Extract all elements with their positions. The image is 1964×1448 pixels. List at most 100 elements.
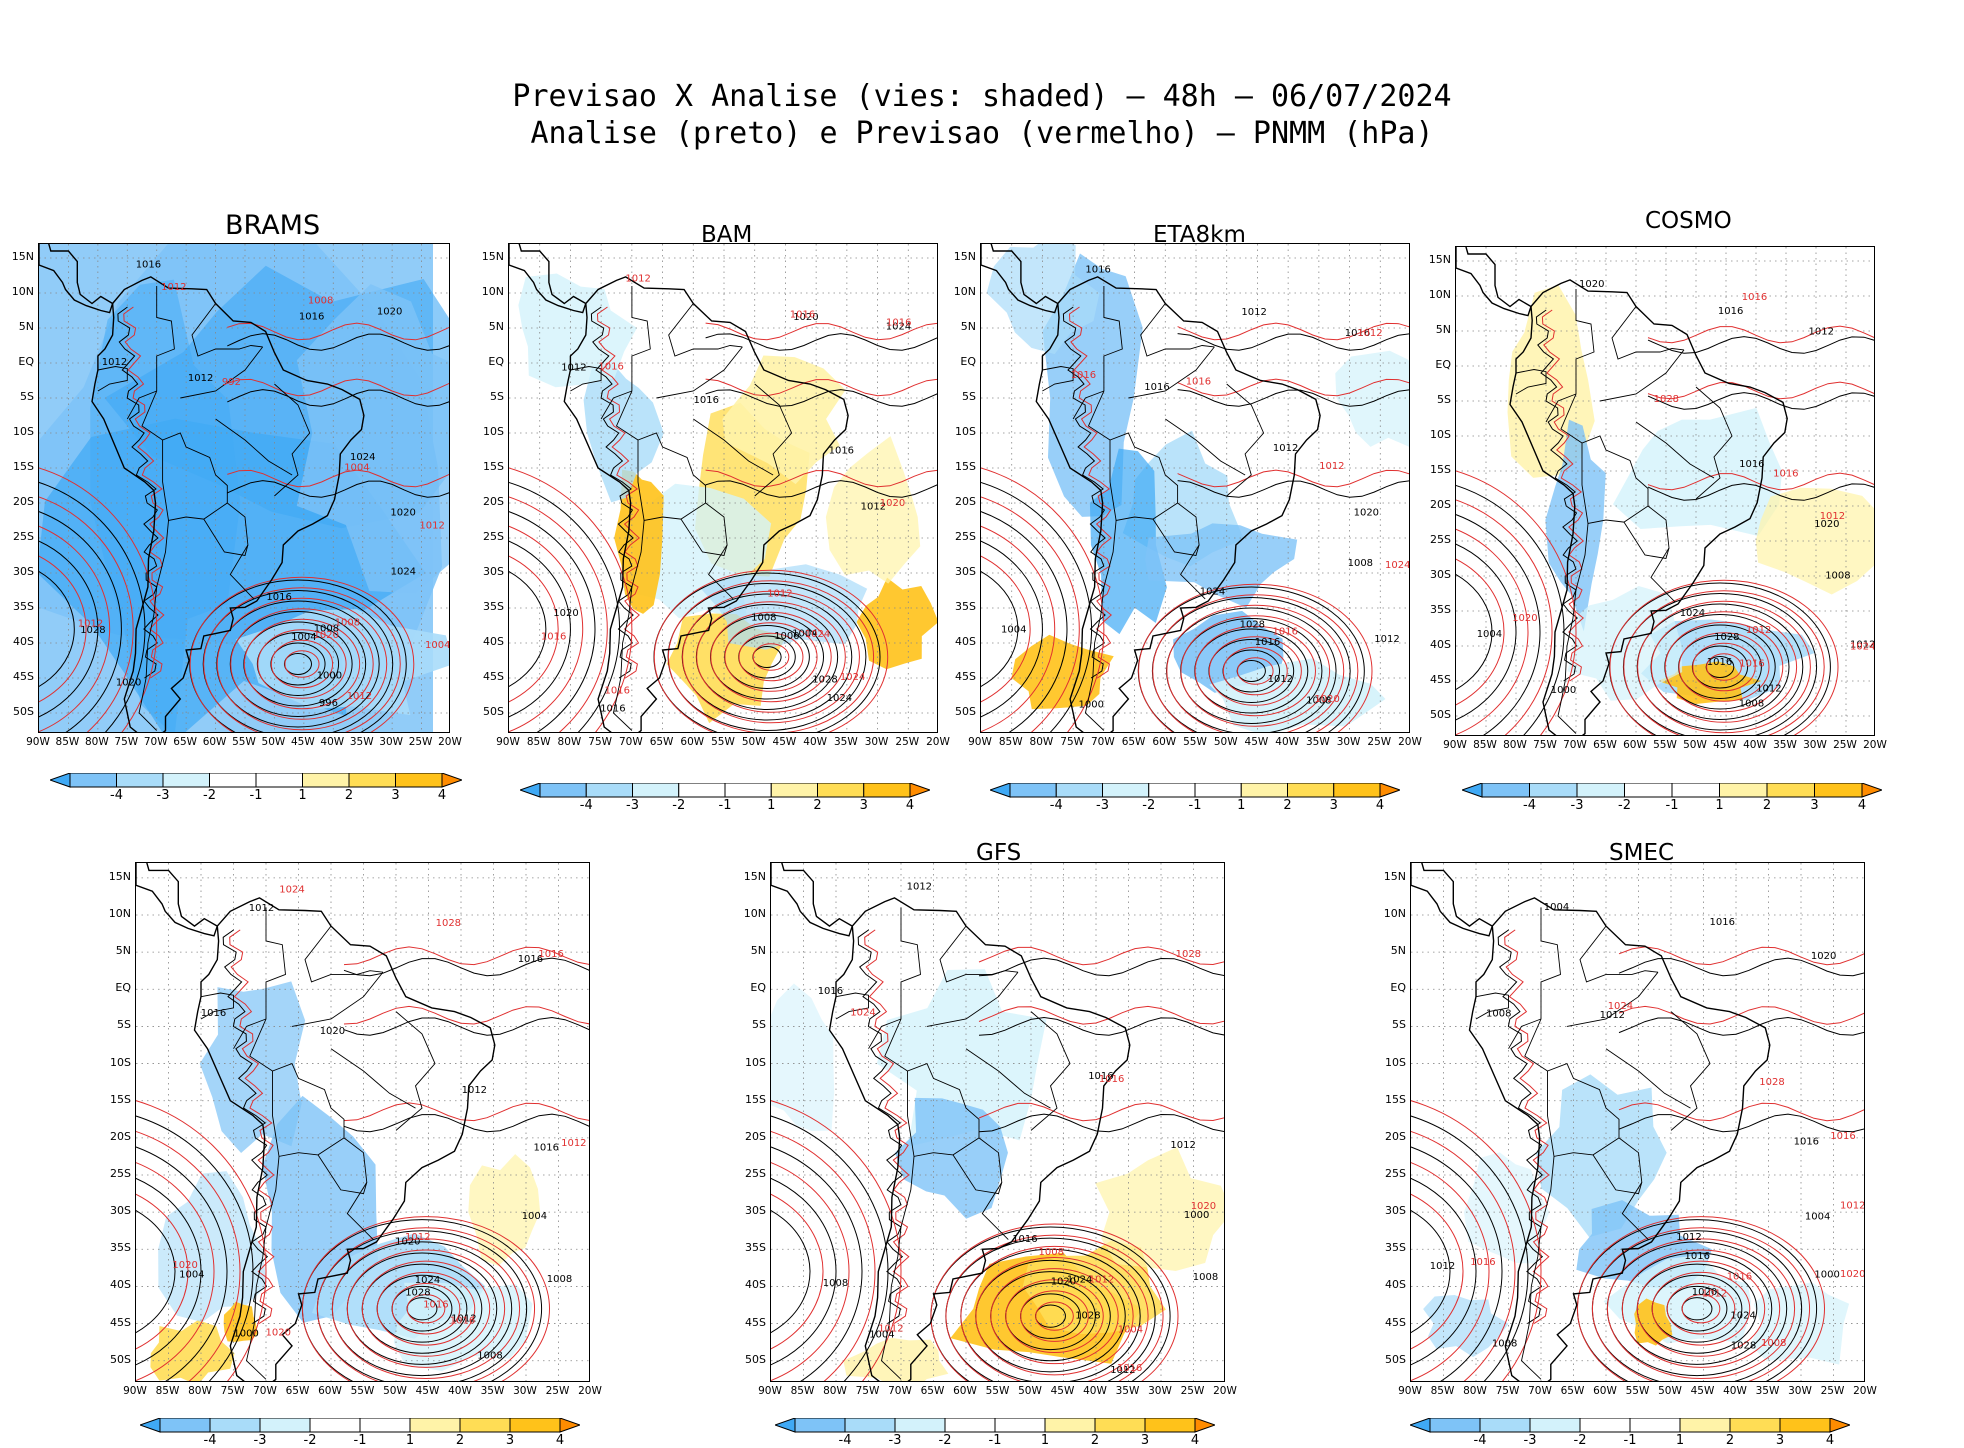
colorbar-tick-label: -1 bbox=[1624, 1433, 1637, 1448]
forecast-contour-label: 1028 bbox=[1176, 949, 1201, 960]
forecast-contour-label: 1020 bbox=[1191, 1201, 1216, 1212]
lat-tick-label: 5S bbox=[474, 390, 504, 403]
lat-tick-label: EQ bbox=[736, 981, 766, 994]
colorbar-tick-label: 2 bbox=[1283, 798, 1291, 813]
lon-tick-label: 50W bbox=[1683, 739, 1707, 751]
lon-tick-label: 75W bbox=[588, 736, 612, 748]
analysis-contour-label: 1012 bbox=[1374, 634, 1399, 645]
colorbar-cell bbox=[1830, 1418, 1850, 1432]
forecast-contour-label: 1012 bbox=[1702, 1289, 1727, 1300]
country-border bbox=[305, 926, 383, 982]
colorbar-tick-label: -4 bbox=[580, 798, 593, 813]
analysis-contour-label: 1024 bbox=[1680, 608, 1705, 619]
colorbar-cell bbox=[396, 773, 443, 787]
lat-tick-label: 45S bbox=[946, 670, 976, 683]
colorbar-cell bbox=[1334, 783, 1380, 797]
forecast-contour-label: 1016 bbox=[1186, 377, 1211, 388]
lon-tick-label: 45W bbox=[1713, 739, 1737, 751]
colorbar bbox=[1462, 783, 1882, 799]
forecast-contour-label: 992 bbox=[222, 377, 241, 388]
analysis-contour-label: 1012 bbox=[102, 357, 127, 368]
lon-tick-label: 45W bbox=[1245, 736, 1269, 748]
lat-tick-label: 30S bbox=[4, 565, 34, 578]
map-canvas: 1016101210161020102410281016101210081004… bbox=[1456, 247, 1875, 736]
lat-tick-label: 15S bbox=[4, 460, 34, 473]
lon-tick-label: 20W bbox=[1853, 1385, 1877, 1397]
colorbar-cell bbox=[1056, 783, 1102, 797]
bias-shading bbox=[843, 1338, 948, 1382]
colorbar-cell bbox=[260, 1418, 310, 1432]
forecast-contour-label: 1012 bbox=[878, 1324, 903, 1335]
forecast-contour-label: 1024 bbox=[279, 885, 304, 896]
colorbar-tick-label: 3 bbox=[506, 1433, 514, 1448]
analysis-contour-label: 1000 bbox=[1079, 700, 1104, 711]
lat-tick-label: 25S bbox=[101, 1167, 131, 1180]
analysis-contour-label: 1016 bbox=[299, 312, 324, 323]
lon-tick-label: 50W bbox=[742, 736, 766, 748]
lon-tick-label: 35W bbox=[834, 736, 858, 748]
colorbar bbox=[990, 783, 1400, 799]
forecast-contour-label: 1012 bbox=[1357, 328, 1382, 339]
lat-tick-label: 40S bbox=[1376, 1278, 1406, 1291]
colorbar-tick-label: -2 bbox=[1618, 798, 1631, 813]
forecast-contour-label: 1016 bbox=[1099, 1074, 1124, 1085]
analysis-contour-label: 1020 bbox=[1579, 279, 1604, 290]
lat-tick-label: 50S bbox=[474, 705, 504, 718]
colorbar-cell bbox=[1530, 1418, 1580, 1432]
lon-tick-label: 80W bbox=[1030, 736, 1054, 748]
analysis-contour-label: 1020 bbox=[320, 1026, 345, 1037]
forecast-contour-label: 1008 bbox=[1761, 1338, 1786, 1349]
lon-tick-label: 50W bbox=[1658, 1385, 1682, 1397]
forecast-contour-label: 1020 bbox=[1512, 613, 1537, 624]
lat-tick-label: 50S bbox=[101, 1353, 131, 1366]
lon-tick-label: 85W bbox=[1431, 1385, 1455, 1397]
lat-tick-label: 15S bbox=[1421, 463, 1451, 476]
analysis-contour-label: 1016 bbox=[1012, 1234, 1037, 1245]
lat-tick-label: 5S bbox=[101, 1018, 131, 1031]
colorbar-cell bbox=[1145, 1418, 1195, 1432]
lat-tick-label: 20S bbox=[101, 1130, 131, 1143]
forecast-contour-label: 1016 bbox=[1773, 469, 1798, 480]
forecast-contour-label: 1020 bbox=[172, 1260, 197, 1271]
forecast-contour-label: 1008 bbox=[335, 618, 360, 629]
lon-tick-label: 40W bbox=[1723, 1385, 1747, 1397]
forecast-isobar bbox=[509, 545, 558, 713]
analysis-contour-label: 1016 bbox=[1794, 1136, 1819, 1147]
analysis-contour-label: 1008 bbox=[1825, 570, 1850, 581]
figure-title: Previsao X Analise (vies: shaded) – 48h … bbox=[0, 78, 1964, 152]
analysis-contour-label: 1012 bbox=[1273, 443, 1298, 454]
colorbar-tick-label: 3 bbox=[1810, 798, 1818, 813]
analysis-contour-label: 1012 bbox=[561, 363, 586, 374]
colorbar-tick-label: 4 bbox=[438, 788, 446, 803]
analysis-contour-label: 1016 bbox=[1685, 1251, 1710, 1262]
forecast-contour-label: 1012 bbox=[419, 521, 444, 532]
forecast-contour-label: 1020 bbox=[314, 630, 339, 641]
forecast-contour-label: 1012 bbox=[78, 619, 103, 630]
colorbar-cell bbox=[163, 773, 210, 787]
coastline bbox=[1535, 1382, 1571, 1383]
colorbar-tick-label: 1 bbox=[1237, 798, 1245, 813]
lon-tick-label: 75W bbox=[1533, 739, 1557, 751]
colorbar-tick-label: -2 bbox=[1142, 798, 1155, 813]
analysis-contour-label: 1000 bbox=[317, 671, 342, 682]
forecast-isobar bbox=[1619, 1006, 1865, 1024]
lon-tick-label: 85W bbox=[1473, 739, 1497, 751]
lat-tick-label: 15S bbox=[1376, 1093, 1406, 1106]
lon-tick-label: 55W bbox=[986, 1385, 1010, 1397]
colorbar-tick-label: -4 bbox=[110, 788, 123, 803]
coastline bbox=[771, 863, 852, 936]
forecast-contour-label: 1004 bbox=[425, 640, 450, 651]
lat-tick-label: EQ bbox=[1376, 981, 1406, 994]
analysis-contour-label: 1008 bbox=[547, 1274, 572, 1285]
lat-tick-label: 10N bbox=[946, 285, 976, 298]
analysis-contour-label: 1016 bbox=[534, 1143, 559, 1154]
forecast-contour-label: 1016 bbox=[598, 362, 623, 373]
colorbar-tick-label: 2 bbox=[345, 788, 353, 803]
lon-tick-label: 25W bbox=[546, 1385, 570, 1397]
bias-shading bbox=[1335, 351, 1410, 450]
coastline bbox=[1411, 863, 1492, 936]
lat-tick-label: 15N bbox=[1376, 870, 1406, 883]
